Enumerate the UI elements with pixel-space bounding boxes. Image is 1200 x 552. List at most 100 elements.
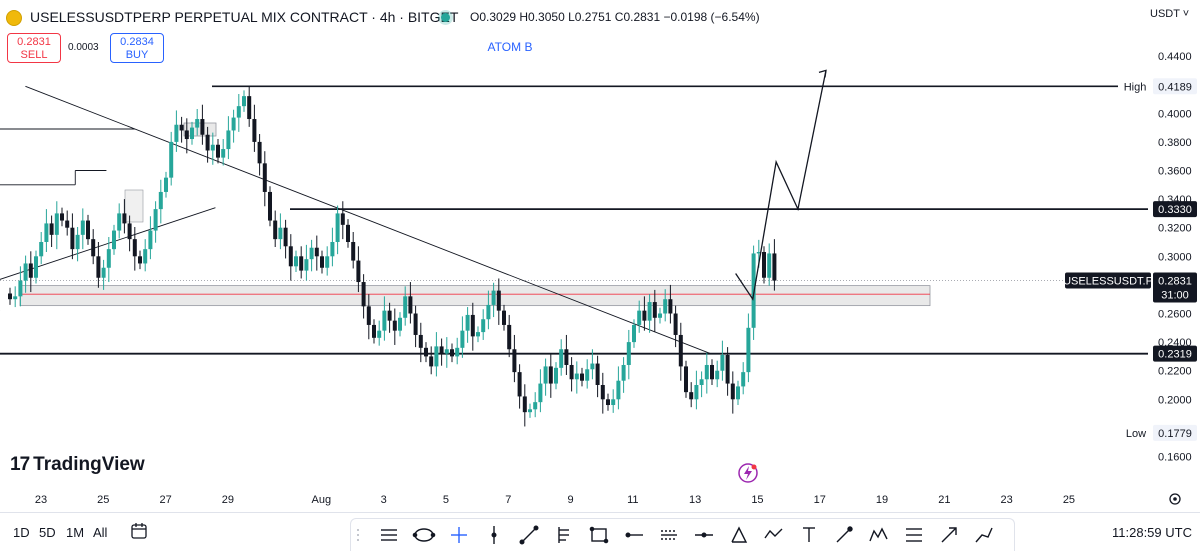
candle[interactable] xyxy=(548,354,553,398)
candle[interactable] xyxy=(351,231,356,269)
candle[interactable] xyxy=(340,201,345,240)
lines-icon[interactable] xyxy=(377,523,401,547)
candle[interactable] xyxy=(195,109,200,136)
candle[interactable] xyxy=(106,236,111,283)
candle[interactable] xyxy=(86,214,90,245)
candle[interactable] xyxy=(626,329,631,380)
sell-button[interactable]: 0.2831 SELL xyxy=(7,33,61,63)
candle[interactable] xyxy=(476,326,480,343)
triangle-pattern-icon[interactable] xyxy=(727,523,751,547)
candle[interactable] xyxy=(741,362,746,395)
candle[interactable] xyxy=(559,339,564,376)
candle[interactable] xyxy=(564,334,569,375)
candle[interactable] xyxy=(127,215,132,252)
candle[interactable] xyxy=(585,359,590,389)
gear-icon[interactable] xyxy=(1169,493,1181,505)
candle[interactable] xyxy=(382,296,387,341)
elliott-wave-icon[interactable] xyxy=(867,523,891,547)
candle[interactable] xyxy=(101,259,106,290)
candle[interactable] xyxy=(288,234,293,281)
candle[interactable] xyxy=(221,139,226,166)
candle[interactable] xyxy=(34,250,38,284)
candle[interactable] xyxy=(637,300,642,333)
candle[interactable] xyxy=(158,179,163,224)
candle[interactable] xyxy=(377,320,382,346)
candle[interactable] xyxy=(694,370,699,410)
support-price-label[interactable]: 0.2319 xyxy=(1153,345,1197,362)
period-all[interactable]: All xyxy=(93,525,108,540)
candle[interactable] xyxy=(257,134,262,176)
candle[interactable] xyxy=(434,332,439,377)
candle[interactable] xyxy=(242,90,246,112)
candle[interactable] xyxy=(569,357,574,392)
candle[interactable] xyxy=(491,282,496,318)
currency-selector[interactable]: USDT ˅ xyxy=(1150,8,1190,20)
candle[interactable] xyxy=(486,290,491,330)
period-5d[interactable]: 5D xyxy=(39,525,56,540)
candle[interactable] xyxy=(13,286,18,308)
candle[interactable] xyxy=(398,312,402,337)
period-1d[interactable]: 1D xyxy=(13,525,30,540)
candle[interactable] xyxy=(408,282,413,324)
candle[interactable] xyxy=(652,289,657,333)
candle[interactable] xyxy=(455,337,460,365)
candle[interactable] xyxy=(314,235,319,271)
candle[interactable] xyxy=(543,358,548,396)
candle[interactable] xyxy=(294,250,298,273)
candle[interactable] xyxy=(169,131,174,186)
candle[interactable] xyxy=(372,319,376,344)
candle[interactable] xyxy=(736,380,740,406)
candle[interactable] xyxy=(439,338,444,366)
horizontal-ray-icon[interactable] xyxy=(622,523,646,547)
candle[interactable] xyxy=(28,251,33,293)
candle[interactable] xyxy=(554,362,558,390)
candle[interactable] xyxy=(184,118,189,154)
candle[interactable] xyxy=(444,337,449,368)
candle[interactable] xyxy=(762,246,766,284)
candle[interactable] xyxy=(200,104,205,145)
candle[interactable] xyxy=(470,302,475,351)
candle[interactable] xyxy=(366,294,371,340)
trend-line[interactable] xyxy=(0,207,216,302)
candle[interactable] xyxy=(580,367,584,387)
candle[interactable] xyxy=(138,250,142,270)
candle[interactable] xyxy=(335,205,340,255)
candle[interactable] xyxy=(39,231,44,265)
flash-icon[interactable] xyxy=(738,463,758,483)
candle[interactable] xyxy=(616,366,621,410)
candle[interactable] xyxy=(621,357,626,393)
candle[interactable] xyxy=(767,243,772,286)
candle[interactable] xyxy=(18,266,23,307)
candle[interactable] xyxy=(704,352,709,394)
candle[interactable] xyxy=(112,224,116,255)
candle[interactable] xyxy=(320,250,324,274)
candle[interactable] xyxy=(600,372,605,414)
candle[interactable] xyxy=(730,371,735,414)
drag-handle-icon[interactable] xyxy=(356,527,360,543)
consolidation-box[interactable] xyxy=(124,189,144,223)
candle[interactable] xyxy=(179,116,184,143)
candle[interactable] xyxy=(528,403,532,418)
candle[interactable] xyxy=(262,151,267,207)
parallel-channel-icon[interactable] xyxy=(657,523,681,547)
candle[interactable] xyxy=(720,340,725,381)
candle[interactable] xyxy=(699,371,704,398)
candle[interactable] xyxy=(54,201,59,250)
candle[interactable] xyxy=(673,305,678,348)
candle[interactable] xyxy=(502,304,506,331)
candle[interactable] xyxy=(574,361,579,394)
candle[interactable] xyxy=(153,201,158,243)
candle[interactable] xyxy=(522,384,527,427)
demand-zone[interactable] xyxy=(19,285,931,307)
candle[interactable] xyxy=(210,132,215,165)
candle[interactable] xyxy=(668,284,673,324)
candle[interactable] xyxy=(424,342,428,363)
candle[interactable] xyxy=(330,227,335,267)
candle[interactable] xyxy=(278,213,283,250)
market-status-icon[interactable] xyxy=(441,13,450,22)
high-text-label[interactable]: High xyxy=(1120,78,1150,95)
candle[interactable] xyxy=(507,314,512,358)
trend-line-icon[interactable] xyxy=(517,523,541,547)
candle[interactable] xyxy=(533,392,538,418)
candle[interactable] xyxy=(496,278,501,325)
